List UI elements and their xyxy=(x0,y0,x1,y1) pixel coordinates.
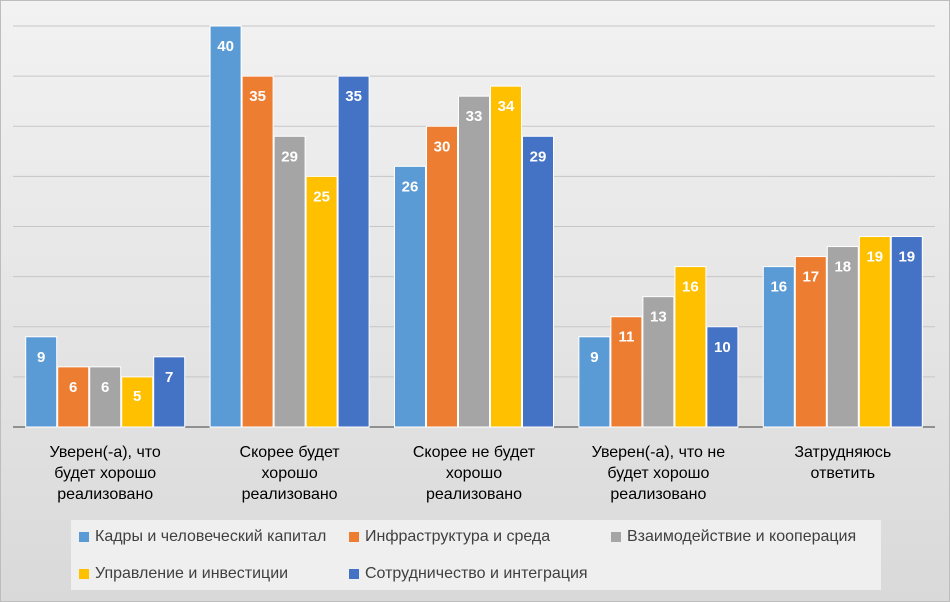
bar xyxy=(642,296,675,428)
legend-swatch xyxy=(349,569,359,579)
bar-data-label: 40 xyxy=(217,38,234,55)
x-tick-label: реализовано xyxy=(242,486,338,503)
bar xyxy=(578,336,611,428)
legend-item-series-0: Кадры и человеческий капитал xyxy=(79,528,326,546)
bar-chart-plot: 9 6 6 5 7 Уверен(-а), что будет хорошо реализов… xyxy=(13,25,935,503)
bar-data-label: 9 xyxy=(590,349,598,366)
bar xyxy=(610,316,643,428)
bar-data-label: 30 xyxy=(434,138,451,155)
x-tick-label: будет хорошо xyxy=(607,465,709,482)
legend-label: Сотрудничество и интеграция xyxy=(365,565,588,582)
legend-item-series-3: Управление и инвестиции xyxy=(79,565,288,583)
bar-data-label: 16 xyxy=(770,279,787,296)
bar xyxy=(890,236,923,428)
bar xyxy=(706,326,739,428)
legend-label: Управление и инвестиции xyxy=(95,565,289,582)
x-tick-label: Затрудняюсь xyxy=(794,444,891,461)
bar-data-label: 9 xyxy=(37,349,45,366)
bar-data-label: 25 xyxy=(313,188,330,205)
legend-label: Взаимодействие и кооперация xyxy=(627,528,857,545)
bar-data-label: 35 xyxy=(249,88,266,105)
bar-data-label: 10 xyxy=(714,339,731,356)
x-tick-label: Уверен(-а), что не xyxy=(592,444,726,461)
bar xyxy=(674,266,707,428)
x-tick-label: реализовано xyxy=(57,486,153,503)
bar xyxy=(153,356,186,428)
bar xyxy=(426,125,458,428)
x-tick-label: реализовано xyxy=(426,486,522,503)
x-tick-label: Скорее будет xyxy=(240,444,341,461)
bar-data-label: 18 xyxy=(834,259,851,276)
legend-swatch xyxy=(611,532,621,542)
bar-data-label: 29 xyxy=(530,148,547,165)
bar-data-label: 11 xyxy=(618,329,634,346)
legend-swatch xyxy=(349,532,359,542)
bar xyxy=(337,75,370,428)
bar-data-label: 34 xyxy=(498,98,515,115)
bar xyxy=(394,165,426,428)
bar-data-label: 16 xyxy=(682,279,699,296)
bar-data-label: 17 xyxy=(802,269,819,286)
bar xyxy=(490,85,522,428)
bar xyxy=(209,25,242,428)
x-tick-label: хорошо xyxy=(446,465,502,482)
bar xyxy=(57,366,90,428)
bar xyxy=(858,236,891,428)
bar xyxy=(25,336,58,428)
x-tick-label: ответить xyxy=(811,465,876,482)
legend-item-series-2: Взаимодействие и кооперация xyxy=(611,528,856,546)
bar-data-label: 5 xyxy=(133,388,141,405)
bar-data-label: 19 xyxy=(866,249,883,266)
x-tick-label: хорошо xyxy=(261,465,317,482)
bar-data-label: 6 xyxy=(101,379,109,396)
legend-item-series-4: Сотрудничество и интеграция xyxy=(349,565,588,583)
bar-data-label: 19 xyxy=(898,249,915,266)
legend-swatch xyxy=(79,532,89,542)
x-tick-label: реализовано xyxy=(610,486,706,503)
x-tick-label: будет хорошо xyxy=(54,465,156,482)
bar-data-label: 7 xyxy=(165,369,173,386)
bar xyxy=(273,135,306,428)
bar-data-label: 33 xyxy=(466,108,483,125)
legend-label: Инфраструктура и среда xyxy=(365,528,551,545)
x-tick-label: Уверен(-а), что xyxy=(50,444,161,461)
legend-swatch xyxy=(79,569,89,579)
chart-legend: Кадры и человеческий капитал Инфраструкт… xyxy=(71,520,881,590)
legend-label: Кадры и человеческий капитал xyxy=(95,528,327,545)
bar-data-label: 29 xyxy=(281,148,298,165)
bar xyxy=(794,256,827,428)
bar xyxy=(522,135,554,428)
bar-data-label: 35 xyxy=(345,88,362,105)
bar xyxy=(121,376,154,428)
bar-data-label: 6 xyxy=(69,379,77,396)
bar xyxy=(826,246,859,428)
bar-data-label: 26 xyxy=(402,178,419,195)
bar xyxy=(241,75,274,428)
bar xyxy=(89,366,122,428)
bar-data-label: 13 xyxy=(650,309,667,326)
legend-item-series-1: Инфраструктура и среда xyxy=(349,528,550,546)
bar xyxy=(458,95,490,428)
x-tick-label: Скорее не будет xyxy=(413,444,536,461)
bar xyxy=(762,266,795,428)
bar xyxy=(305,175,338,428)
